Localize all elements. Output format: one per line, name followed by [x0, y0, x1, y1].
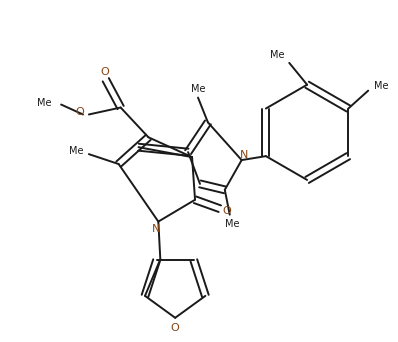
Text: O: O — [171, 323, 179, 333]
Text: N: N — [240, 150, 248, 160]
Text: Me: Me — [37, 97, 51, 108]
Text: O: O — [100, 67, 109, 77]
Text: Me: Me — [226, 219, 240, 228]
Text: O: O — [222, 206, 231, 216]
Text: O: O — [75, 107, 84, 118]
Text: Me: Me — [69, 146, 83, 156]
Text: Me: Me — [191, 84, 205, 94]
Text: Me: Me — [374, 81, 388, 91]
Text: N: N — [152, 224, 160, 234]
Text: Me: Me — [270, 50, 285, 60]
